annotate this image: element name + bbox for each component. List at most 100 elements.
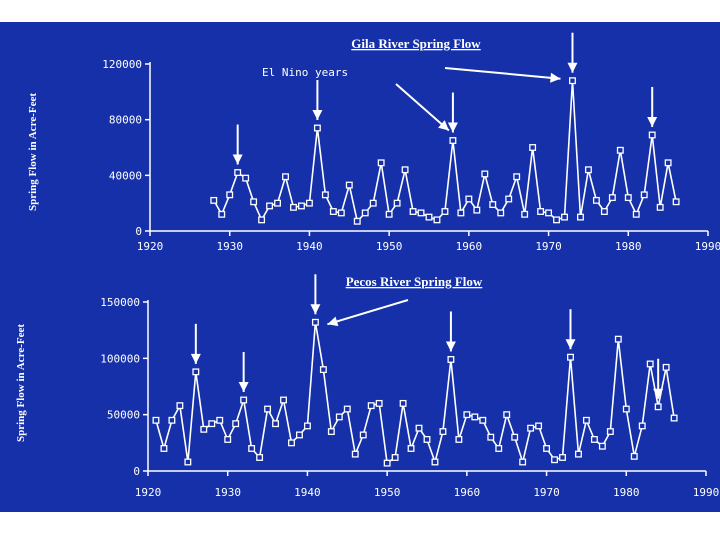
y-tick-label: 120000 (102, 58, 142, 71)
data-point (646, 360, 654, 368)
data-point (353, 217, 361, 225)
data-point (417, 209, 425, 217)
data-point (327, 428, 335, 436)
el-nino-arrow-head (232, 154, 243, 165)
annotation-arrow-head (438, 120, 449, 131)
data-point (319, 366, 327, 374)
data-point (335, 413, 343, 421)
data-point (401, 166, 409, 174)
series-line (213, 80, 677, 223)
data-point (638, 422, 646, 430)
data-point (385, 210, 393, 218)
data-point (234, 169, 242, 176)
annotation-arrow (395, 83, 450, 132)
data-point (600, 208, 608, 215)
data-point (168, 416, 176, 424)
chart-title: Pecos River Spring Flow (346, 274, 483, 289)
y-tick-label: 100000 (100, 352, 140, 365)
data-point (258, 216, 266, 224)
data-point (584, 166, 592, 174)
data-point (543, 445, 551, 452)
x-tick-label: 1920 (137, 240, 164, 253)
data-point (224, 436, 232, 443)
x-tick-label: 1950 (374, 486, 401, 499)
data-point (457, 209, 465, 217)
data-point (439, 428, 447, 436)
data-point (375, 399, 383, 407)
data-point (184, 458, 192, 466)
data-point (200, 425, 208, 433)
x-tick-label: 1940 (294, 486, 321, 499)
data-point (662, 363, 670, 371)
data-point (242, 174, 250, 182)
data-point (232, 420, 240, 428)
x-tick-label: 1990 (695, 240, 720, 253)
chart-title: Gila River Spring Flow (351, 36, 481, 51)
y-tick-label: 80000 (109, 114, 142, 127)
data-point (407, 445, 415, 452)
chart-2: Pecos River Spring Flow Spring Flow in Ac… (15, 274, 719, 499)
data-point (393, 199, 401, 207)
data-point (337, 209, 345, 217)
data-point (567, 353, 574, 361)
data-point (513, 173, 521, 181)
data-point (561, 213, 568, 221)
data-point (582, 416, 590, 424)
data-point (311, 318, 319, 326)
data-point (664, 159, 672, 167)
chart-1: Gila River Spring Flow Spring Flow in Acr… (27, 36, 720, 253)
data-point (248, 445, 256, 452)
data-point (250, 198, 258, 206)
data-point (577, 213, 584, 221)
data-point (367, 402, 375, 410)
data-point (216, 416, 224, 424)
y-tick-label: 150000 (100, 296, 140, 309)
annotation-arrow (444, 67, 561, 80)
annotation-arrow-head (327, 316, 339, 327)
data-point (280, 396, 287, 404)
data-point (521, 210, 529, 218)
x-tick-label: 1930 (216, 240, 243, 253)
data-point (441, 208, 449, 215)
y-tick-label: 50000 (107, 409, 140, 422)
data-point (471, 413, 479, 421)
data-point (409, 208, 417, 215)
x-tick-label: 1920 (135, 486, 162, 499)
x-tick-label: 1930 (214, 486, 241, 499)
data-point (519, 458, 527, 466)
data-point (648, 131, 656, 139)
data-point (391, 454, 399, 461)
data-point (425, 213, 433, 221)
data-point (298, 202, 305, 210)
el-nino-arrow-head (312, 110, 323, 121)
x-tick-label: 1980 (613, 486, 640, 499)
data-point (272, 420, 279, 428)
data-point (423, 436, 431, 443)
data-point (622, 405, 630, 413)
data-point (240, 396, 248, 404)
y-axis-label: Spring Flow in Acre-Feet (15, 324, 27, 442)
x-tick-label: 1980 (615, 240, 642, 253)
data-point (497, 209, 505, 217)
data-point (479, 416, 487, 424)
x-tick-label: 1960 (454, 486, 481, 499)
data-point (590, 436, 598, 443)
el-nino-annotation: El Nino years (262, 66, 348, 79)
data-point (545, 209, 553, 217)
y-tick-label: 40000 (109, 169, 142, 182)
slide-background (0, 22, 720, 512)
data-point (321, 191, 329, 199)
data-point (473, 206, 481, 214)
data-point (303, 422, 311, 430)
data-point (343, 405, 351, 413)
data-point (345, 181, 353, 189)
el-nino-arrow-head (310, 304, 321, 315)
data-point (329, 208, 337, 215)
y-axis-label: Spring Flow in Acre-Feet (27, 93, 39, 211)
data-point (226, 191, 234, 199)
data-point (399, 399, 407, 407)
data-point (606, 428, 614, 436)
data-point (553, 216, 560, 224)
data-point (640, 191, 648, 199)
